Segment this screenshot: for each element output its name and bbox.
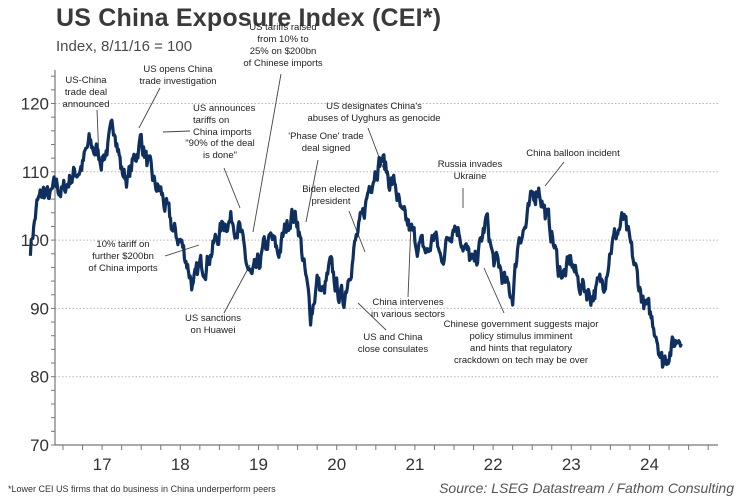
- annotation-text: Chinese government suggests major: [444, 319, 599, 330]
- annotation-text: "90% of the deal: [185, 138, 254, 149]
- annotation-leader: [252, 73, 282, 233]
- annotation-text: on Huawei: [191, 325, 236, 336]
- y-tick-label: 110: [22, 163, 49, 182]
- annotation-text: China balloon incident: [526, 148, 620, 159]
- annotation-text: 25% on $200bn: [250, 46, 317, 57]
- annotation-leader: [407, 223, 412, 298]
- annotation-text: China intervenes: [372, 297, 444, 308]
- axes: 70 80 90 100 110 120 17 18 19 20 21 22 23 24: [21, 70, 718, 474]
- annotation-text: abuses of Uyghurs as genocide: [307, 113, 440, 124]
- annotation-text: announced: [62, 99, 109, 110]
- chart-subtitle: Index, 8/11/16 = 100: [56, 38, 193, 55]
- annotation-text: US and China: [363, 332, 423, 343]
- annotation-leader: [162, 130, 191, 133]
- annotation-text: and hints that regulatory: [470, 343, 572, 354]
- y-tick-label: 80: [30, 368, 49, 387]
- annotation-text: Biden elected: [302, 184, 360, 195]
- x-tick-label: 20: [327, 455, 346, 474]
- x-tick-label: 17: [93, 455, 112, 474]
- annotation-leader: [138, 87, 161, 129]
- annotation-text: policy stimulus imminent: [470, 331, 573, 342]
- annotation-text: crackdown on tech may be over: [454, 355, 588, 366]
- annotation-text: US sanctions: [185, 313, 241, 324]
- annotation-text: is done": [203, 150, 237, 161]
- annotation-balloon: China balloon incident: [526, 148, 620, 159]
- annotation-text: US opens China: [143, 64, 213, 75]
- annotation-leader: [357, 302, 387, 331]
- annotation-text: US tariffs raised: [249, 22, 316, 33]
- annotation-leader: [223, 264, 251, 314]
- annotation-text: president: [311, 196, 350, 207]
- annotation-text: from 10% to: [257, 34, 308, 45]
- annotation-text: US designates China's: [326, 101, 422, 112]
- annotation-text: Ukraine: [454, 171, 487, 182]
- annotation-text: trade deal: [65, 87, 107, 98]
- source-note: Source: LSEG Datastream / Fathom Consult…: [439, 480, 734, 496]
- annotation-text: China imports: [193, 127, 252, 138]
- annotation-leader: [544, 161, 565, 187]
- annotation-text: tariffs on: [193, 115, 229, 126]
- series-line: [28, 118, 683, 369]
- annotation-text: 10% tariff on: [96, 239, 149, 250]
- y-tick-label: 120: [21, 95, 49, 114]
- annotation-leader: [483, 267, 505, 314]
- annotation-text: of China imports: [88, 263, 157, 274]
- annotation-text: in various sectors: [371, 309, 445, 320]
- y-tick-label: 90: [30, 299, 49, 318]
- annotation-text: close consulates: [358, 344, 428, 355]
- annotation-text: 'Phase One' trade: [288, 131, 363, 142]
- x-tick-label: 21: [405, 455, 424, 474]
- annotation-text: US-China: [65, 75, 107, 86]
- x-tick-label: 24: [640, 455, 659, 474]
- series-group: [28, 118, 683, 369]
- annotation-text: deal signed: [302, 143, 351, 154]
- annotation-stimulus: Chinese government suggests majorpolicy …: [444, 319, 599, 366]
- annotation-text: US announces: [193, 103, 256, 114]
- annotation-text: further $200bn: [92, 251, 154, 262]
- chart-title: US China Exposure Index (CEI*): [56, 4, 442, 32]
- annotation-text: trade investigation: [139, 76, 216, 87]
- annotation-text: of Chinese imports: [243, 58, 322, 69]
- y-tick-label: 70: [30, 436, 49, 455]
- annotation-text: Russia invades: [438, 159, 503, 170]
- x-tick-label: 22: [484, 455, 503, 474]
- y-tick-label: 100: [21, 231, 49, 250]
- annotation-leader: [305, 159, 319, 223]
- x-tick-label: 18: [171, 455, 190, 474]
- footnote: *Lower CEI US firms that do business in …: [8, 484, 276, 494]
- x-tick-label: 23: [562, 455, 581, 474]
- annotation-leader: [223, 167, 241, 209]
- x-tick-label: 19: [249, 455, 268, 474]
- annotation-leader: [164, 244, 200, 257]
